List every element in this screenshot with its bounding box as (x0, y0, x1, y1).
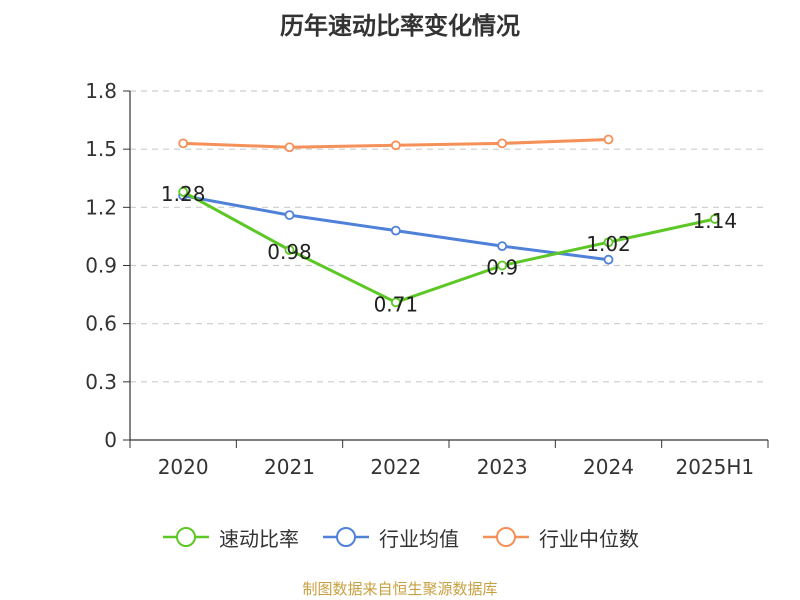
series-point-2 (390, 225, 401, 236)
y-tick-label: 1.8 (85, 79, 117, 103)
legend-marker-icon (483, 527, 529, 547)
chart-title: 历年速动比率变化情况 (280, 12, 520, 40)
legend-marker-circle (336, 527, 356, 547)
y-tick-label: 0.6 (85, 312, 117, 336)
data-label: 0.98 (267, 240, 312, 264)
series-point-3 (497, 138, 508, 149)
y-tick-label: 0.3 (85, 370, 117, 394)
y-tick-label: 0.9 (85, 254, 117, 278)
x-tick-label: 2022 (370, 455, 421, 479)
series-point-3 (178, 138, 189, 149)
series-point-3 (603, 134, 614, 145)
y-tick-label: 1.5 (85, 137, 117, 161)
data-label: 1.14 (693, 209, 738, 233)
legend: 速动比率 行业均值 行业中位数 (0, 520, 800, 554)
series-layer (178, 134, 720, 308)
axis-layer: 0 0.3 0.6 0.9 1.2 1.5 1.8 2020 2021 2022 2023 2024 2… (85, 79, 769, 479)
series-point-2 (284, 210, 295, 220)
legend-item-3[interactable]: 行业中位数 (481, 523, 639, 552)
series-point-1 (178, 186, 189, 197)
data-label: 0.71 (374, 292, 419, 316)
label-layer: 1.28 0.98 0.71 0.9 1.02 1.14 (161, 182, 737, 317)
series-point-3 (390, 140, 401, 151)
series-point-1 (284, 245, 295, 255)
source-note: 制图数据来自恒生聚源数据库 (302, 580, 498, 598)
series-point-2 (603, 254, 614, 265)
series-point-1 (603, 237, 614, 248)
series-point-1 (390, 297, 401, 308)
series-point-1 (497, 260, 508, 271)
data-label: 1.28 (161, 182, 206, 206)
legend-label: 行业均值 (379, 526, 459, 551)
x-tick-label: 2025H1 (675, 455, 754, 479)
legend-label: 速动比率 (219, 526, 299, 551)
legend-marker-icon (323, 527, 369, 547)
grid-layer (130, 90, 768, 383)
data-label: 1.02 (586, 232, 631, 256)
legend-marker-circle (176, 527, 196, 547)
series-point-1 (709, 214, 720, 224)
legend-label: 行业中位数 (539, 526, 639, 551)
x-tick-label: 2021 (264, 455, 315, 479)
x-tick-label: 2020 (158, 455, 209, 479)
series-point-2 (497, 241, 508, 252)
series-line-1 (182, 190, 716, 304)
y-tick-label: 1.2 (85, 195, 117, 219)
legend-item-2[interactable]: 行业均值 (321, 523, 459, 552)
y-tick-label: 0 (104, 428, 117, 452)
legend-marker-icon (163, 527, 209, 547)
legend-item-1[interactable]: 速动比率 (161, 523, 299, 552)
legend-marker-circle (496, 527, 516, 547)
x-tick-label: 2024 (583, 455, 634, 479)
series-point-3 (284, 142, 295, 153)
x-tick-label: 2023 (477, 455, 528, 479)
data-label: 0.9 (486, 256, 518, 280)
